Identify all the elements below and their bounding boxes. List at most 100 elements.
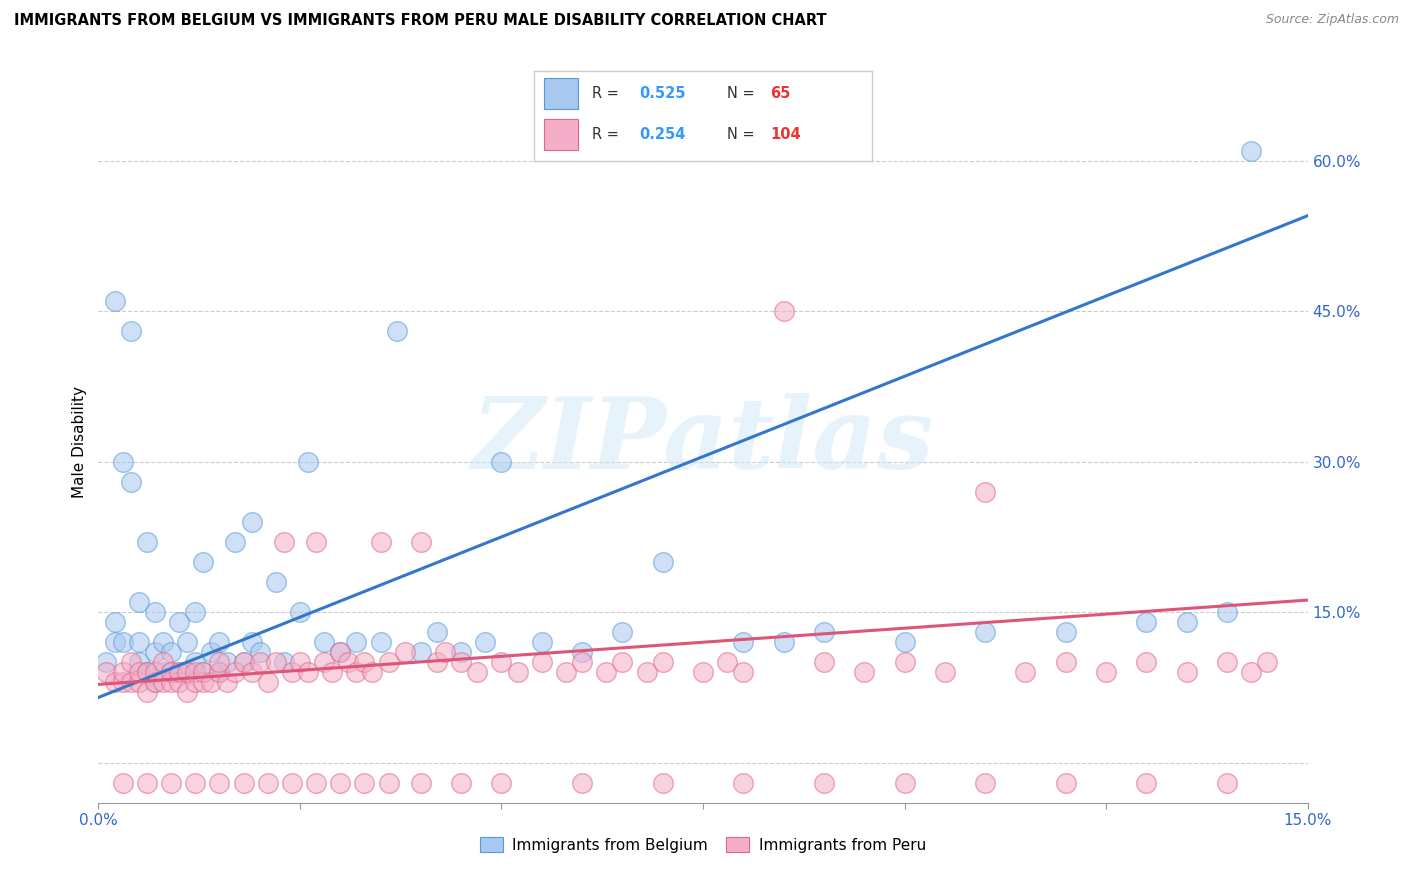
Point [329, 645, 352, 659]
Point [813, 625, 835, 640]
Point [152, 675, 174, 690]
Point [394, 645, 416, 659]
Point [329, 645, 352, 659]
Point [506, 665, 529, 680]
Point [1216, 655, 1239, 669]
Point [120, 475, 142, 489]
Point [103, 615, 125, 630]
Point [135, 665, 157, 680]
Point [344, 665, 367, 680]
Point [160, 675, 183, 690]
Point [184, 776, 207, 790]
Text: N =: N = [727, 127, 759, 142]
Point [934, 665, 956, 680]
Point [377, 655, 399, 669]
Point [651, 555, 673, 569]
Point [224, 665, 246, 680]
Point [651, 655, 673, 669]
Point [772, 635, 794, 649]
Point [329, 776, 352, 790]
Point [1135, 776, 1157, 790]
Point [893, 635, 915, 649]
Point [612, 625, 634, 640]
Point [450, 655, 472, 669]
Point [128, 675, 150, 690]
Point [1175, 665, 1198, 680]
Point [305, 535, 328, 549]
Point [264, 655, 287, 669]
Point [111, 776, 134, 790]
Point [288, 655, 311, 669]
Point [143, 675, 166, 690]
Point [281, 665, 304, 680]
Point [167, 615, 190, 630]
Point [974, 776, 997, 790]
Point [143, 675, 166, 690]
Point [184, 655, 207, 669]
Point [733, 665, 755, 680]
Point [344, 635, 367, 649]
Point [135, 685, 157, 699]
Point [555, 665, 578, 680]
Point [208, 635, 231, 649]
Point [321, 665, 343, 680]
Point [120, 675, 142, 690]
Point [160, 776, 183, 790]
Point [103, 635, 125, 649]
Text: 0.525: 0.525 [638, 86, 685, 101]
Point [193, 665, 215, 680]
Point [314, 655, 336, 669]
Point [103, 294, 125, 309]
Y-axis label: Male Disability: Male Disability [72, 385, 87, 498]
Point [353, 776, 375, 790]
Point [200, 645, 222, 659]
Point [273, 535, 295, 549]
Point [893, 655, 915, 669]
Point [733, 776, 755, 790]
Point [120, 324, 142, 338]
Point [217, 675, 239, 690]
Point [135, 665, 157, 680]
Point [651, 776, 673, 790]
Point [160, 665, 183, 680]
Bar [544, 119, 578, 150]
Point [143, 645, 166, 659]
Point [249, 655, 271, 669]
Point [184, 665, 207, 680]
Point [450, 645, 472, 659]
Point [135, 776, 157, 790]
Point [1256, 655, 1278, 669]
Point [135, 535, 157, 549]
Point [409, 776, 432, 790]
Text: 104: 104 [770, 127, 801, 142]
Point [96, 655, 118, 669]
Point [1240, 665, 1263, 680]
Point [450, 776, 472, 790]
Point [1135, 615, 1157, 630]
Point [772, 304, 794, 318]
Point [240, 635, 263, 649]
Point [530, 635, 553, 649]
Point [1216, 776, 1239, 790]
Point [733, 635, 755, 649]
Point [256, 776, 278, 790]
Point [160, 665, 183, 680]
Point [974, 625, 997, 640]
Point [571, 655, 593, 669]
Point [1240, 144, 1263, 158]
Point [612, 655, 634, 669]
Point [240, 515, 263, 529]
Point [297, 665, 319, 680]
Point [1014, 665, 1036, 680]
Point [232, 655, 254, 669]
Point [1054, 625, 1077, 640]
Point [128, 665, 150, 680]
Point [297, 455, 319, 469]
Legend: Immigrants from Belgium, Immigrants from Peru: Immigrants from Belgium, Immigrants from… [472, 829, 934, 860]
Point [273, 655, 295, 669]
Point [305, 776, 328, 790]
Point [264, 575, 287, 590]
Point [370, 635, 392, 649]
Point [491, 655, 513, 669]
Point [813, 776, 835, 790]
